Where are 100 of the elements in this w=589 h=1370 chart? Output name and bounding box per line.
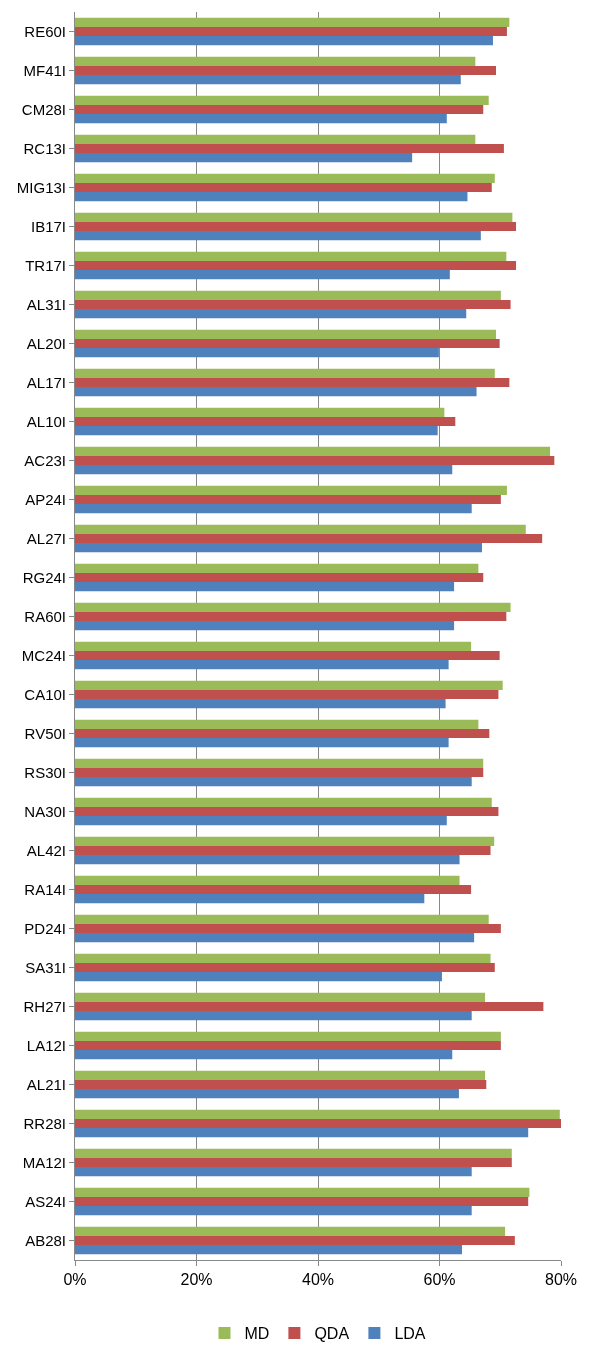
y-tick-label: AL31I bbox=[26, 295, 66, 313]
bar bbox=[75, 290, 501, 300]
legend-label: MD bbox=[244, 1325, 270, 1343]
y-tick-label: AL21I bbox=[26, 1075, 66, 1093]
bar bbox=[75, 407, 445, 417]
bar bbox=[75, 221, 517, 232]
bar bbox=[75, 485, 507, 495]
y-tick-label: RS30I bbox=[24, 763, 66, 781]
y-tick-label: TR17I bbox=[25, 256, 66, 274]
bar bbox=[75, 767, 484, 778]
bar bbox=[75, 1011, 472, 1021]
y-tick-label: MC24I bbox=[21, 646, 66, 664]
x-tick-label: 40% bbox=[301, 1271, 335, 1289]
bar bbox=[75, 348, 439, 358]
bar bbox=[75, 524, 526, 534]
bar bbox=[75, 650, 500, 661]
bar bbox=[75, 1157, 512, 1168]
bar bbox=[75, 1187, 530, 1197]
y-tick-label: SA31I bbox=[25, 958, 66, 976]
bar bbox=[75, 134, 476, 144]
bar bbox=[75, 182, 492, 193]
bar bbox=[75, 1167, 472, 1177]
bar bbox=[75, 173, 495, 183]
bar bbox=[75, 309, 467, 319]
y-tick-label: AL27I bbox=[26, 529, 66, 547]
bar bbox=[75, 1128, 529, 1138]
bar bbox=[75, 56, 476, 66]
bar bbox=[75, 602, 511, 612]
bar bbox=[75, 192, 468, 202]
y-tick-label: RE60I bbox=[24, 22, 66, 40]
y-tick-label: RC13I bbox=[23, 139, 66, 157]
bar bbox=[75, 1089, 459, 1099]
y-tick-label: RA60I bbox=[24, 607, 66, 625]
bar bbox=[75, 1148, 512, 1158]
bar bbox=[75, 231, 481, 241]
bar bbox=[75, 368, 495, 378]
bar bbox=[75, 36, 493, 46]
legend-label: QDA bbox=[314, 1325, 350, 1343]
bar bbox=[75, 1031, 501, 1041]
bar bbox=[75, 962, 495, 973]
bar bbox=[75, 1070, 486, 1080]
bar bbox=[75, 338, 500, 349]
bar bbox=[75, 494, 501, 505]
bar bbox=[75, 875, 460, 885]
bar bbox=[75, 1050, 453, 1060]
y-tick-label: MIG13I bbox=[16, 178, 66, 196]
y-tick-label: NA30I bbox=[24, 802, 66, 820]
bar bbox=[75, 26, 507, 37]
bar bbox=[75, 1235, 515, 1246]
y-tick-label: RA14I bbox=[24, 880, 66, 898]
y-tick-label: AB28I bbox=[25, 1231, 66, 1249]
bar bbox=[75, 387, 477, 397]
bar bbox=[75, 377, 510, 388]
bar bbox=[75, 972, 442, 982]
bar bbox=[75, 806, 499, 817]
bar bbox=[75, 816, 447, 826]
y-tick-label: MA12I bbox=[22, 1153, 66, 1171]
y-tick-label: RH27I bbox=[23, 997, 66, 1015]
y-tick-label: AC23I bbox=[24, 451, 66, 469]
y-tick-label: AL42I bbox=[26, 841, 66, 859]
bar bbox=[75, 923, 501, 934]
bar bbox=[75, 1245, 462, 1255]
y-tick-label: AS24I bbox=[25, 1192, 66, 1210]
bar bbox=[75, 855, 460, 865]
bar bbox=[75, 455, 555, 466]
bar bbox=[75, 533, 543, 544]
bar bbox=[75, 1118, 561, 1129]
bar bbox=[75, 884, 472, 895]
legend-label: LDA bbox=[394, 1325, 426, 1343]
bar bbox=[75, 1079, 487, 1090]
bar bbox=[75, 465, 453, 475]
bar bbox=[75, 641, 472, 651]
bar bbox=[75, 699, 446, 709]
bar bbox=[75, 953, 491, 963]
bar bbox=[75, 212, 513, 222]
x-tick-label: 80% bbox=[544, 1271, 578, 1289]
y-tick-label: CA10I bbox=[24, 685, 66, 703]
bar bbox=[75, 65, 496, 76]
bar bbox=[75, 95, 489, 105]
bar bbox=[75, 416, 456, 427]
bar bbox=[75, 845, 491, 856]
bar bbox=[75, 933, 475, 943]
bar bbox=[75, 611, 507, 622]
y-tick-label: AP24I bbox=[25, 490, 66, 508]
bar bbox=[75, 680, 503, 690]
x-tick-label: 60% bbox=[423, 1271, 456, 1289]
bar bbox=[75, 621, 455, 631]
bar bbox=[75, 689, 499, 700]
bar bbox=[75, 1040, 501, 1051]
y-tick-label: RR28I bbox=[23, 1114, 66, 1132]
bar bbox=[75, 992, 486, 1002]
bar bbox=[75, 143, 504, 154]
bar bbox=[75, 251, 507, 261]
bar bbox=[75, 1226, 506, 1236]
y-tick-label: LA12I bbox=[26, 1036, 66, 1054]
bar bbox=[75, 660, 449, 670]
bar bbox=[75, 1001, 544, 1012]
x-tick-label: 20% bbox=[180, 1271, 213, 1289]
bar bbox=[75, 894, 425, 904]
bar bbox=[75, 572, 484, 583]
